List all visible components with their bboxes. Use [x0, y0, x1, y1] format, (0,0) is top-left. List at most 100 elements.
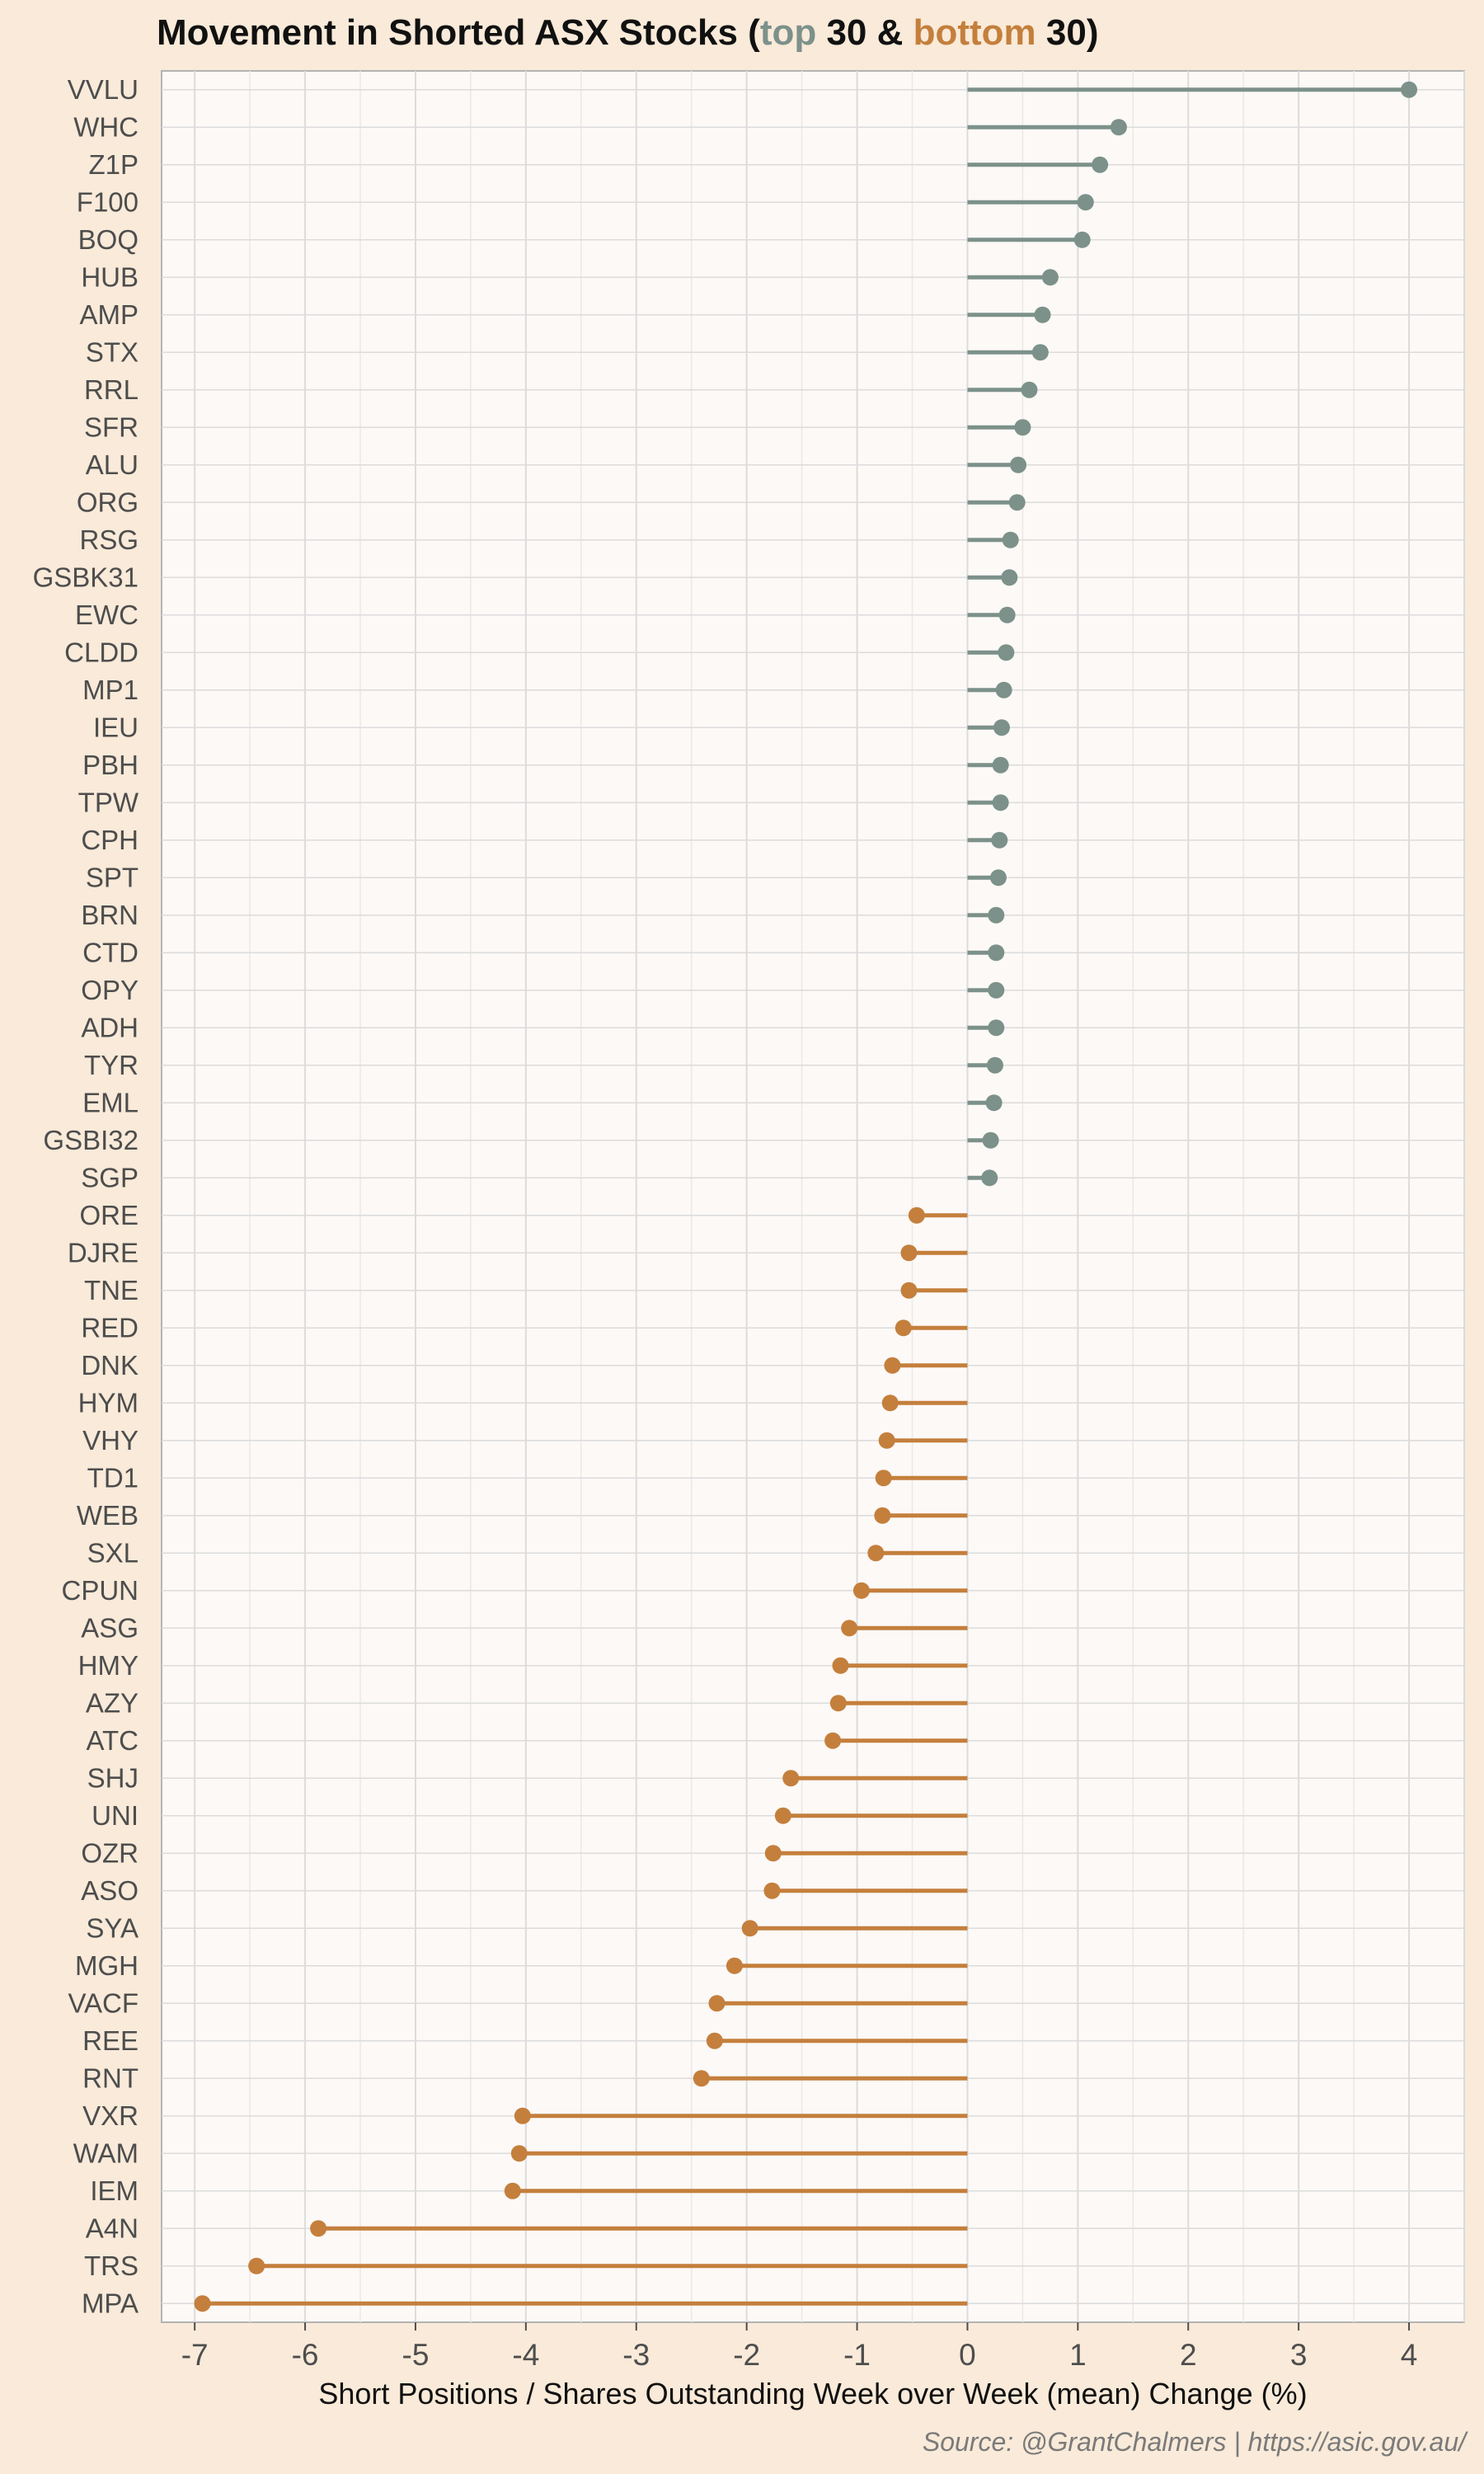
category-label: VACF: [68, 1987, 139, 2018]
category-label: TRS: [84, 2251, 139, 2281]
lollipop-point: [841, 1620, 858, 1637]
lollipop-point: [900, 1282, 918, 1299]
source-caption: Source: @GrantChalmers | https://asic.go…: [923, 2427, 1468, 2457]
category-label: ORE: [79, 1200, 139, 1230]
lollipop-point: [989, 869, 1007, 887]
category-label: RRL: [84, 374, 139, 405]
lollipop-point: [1014, 419, 1031, 436]
lollipop-point: [1008, 494, 1026, 511]
category-label: RSG: [79, 524, 139, 555]
category-label: EML: [82, 1087, 139, 1117]
category-label: ATC: [86, 1725, 139, 1756]
lollipop-point: [1073, 231, 1091, 248]
category-label: CTD: [82, 937, 139, 967]
lollipop-point: [895, 1319, 912, 1337]
category-label: ASO: [81, 1875, 139, 1906]
lollipop-point: [988, 906, 1005, 924]
category-label: RED: [81, 1312, 139, 1343]
category-label: STX: [86, 336, 139, 367]
x-tick-label: -1: [843, 2338, 871, 2372]
category-label: GSBI32: [43, 1125, 139, 1155]
category-label: ASG: [81, 1612, 139, 1643]
category-label: IEU: [93, 712, 139, 742]
lollipop-point: [1077, 194, 1094, 211]
category-label: MP1: [82, 675, 139, 705]
category-label: SHJ: [87, 1762, 139, 1793]
title-middle: 30 &: [816, 12, 913, 53]
lollipop-point: [991, 831, 1008, 849]
points-layer: [194, 81, 1418, 2312]
category-labels: VVLU WHC Z1P F100 BOQ HUB AMP STX RRL SFR ALU ORG RS…: [33, 74, 139, 2319]
category-label: GSBK31: [33, 562, 139, 592]
category-label: MGH: [75, 1950, 139, 1981]
category-label: WEB: [77, 1500, 139, 1531]
category-label: VVLU: [68, 74, 139, 105]
lollipop-point: [982, 1131, 999, 1149]
lollipop-point: [881, 1395, 899, 1412]
category-label: ORG: [77, 487, 139, 517]
lollipop-point: [986, 1056, 1003, 1074]
lollipop-point: [875, 1470, 892, 1487]
category-label: WHC: [73, 111, 139, 142]
lollipop-point: [764, 1845, 782, 1862]
lollipop-point: [514, 2107, 531, 2124]
lollipop-point: [832, 1657, 849, 1674]
lollipop-point: [1034, 306, 1051, 323]
lollipop-point: [693, 2070, 710, 2087]
x-tick-label: 0: [959, 2338, 976, 2372]
category-label: IEM: [90, 2175, 139, 2206]
lollipop-point: [1110, 119, 1127, 136]
category-label: TPW: [78, 787, 139, 817]
category-label: BOQ: [78, 224, 139, 255]
lollipop-point: [708, 1995, 726, 2012]
lollipop-point: [726, 1957, 743, 1974]
category-label: BRN: [81, 900, 139, 930]
lollipop-point: [900, 1244, 918, 1262]
category-label: AZY: [86, 1687, 139, 1718]
category-label: UNI: [92, 1800, 139, 1831]
lollipop-point: [998, 644, 1015, 661]
lollipop-point: [504, 2182, 521, 2199]
stems-layer: [202, 87, 1410, 2306]
category-label: RNT: [82, 2062, 139, 2093]
lollipop-point: [1001, 569, 1018, 586]
category-label: DNK: [81, 1350, 139, 1380]
lollipop-point: [867, 1545, 885, 1562]
category-label: SYA: [86, 1912, 139, 1943]
lollipop-point: [992, 756, 1009, 774]
category-label: ALU: [86, 449, 139, 480]
lollipop-point: [884, 1357, 901, 1374]
lollipop-point: [874, 1507, 891, 1524]
category-label: CLDD: [64, 637, 139, 667]
lollipop-point: [774, 1807, 791, 1824]
category-label: DJRE: [68, 1237, 139, 1268]
category-label: WAM: [73, 2138, 139, 2168]
category-label: A4N: [86, 2213, 139, 2243]
lollipop-point: [1401, 81, 1418, 98]
category-label: SFR: [84, 412, 139, 442]
lollipop-point: [1092, 156, 1109, 173]
lollipop-point: [510, 2145, 528, 2162]
lollipop-point: [993, 719, 1010, 736]
x-tick-label: 2: [1180, 2338, 1197, 2372]
category-label: CPUN: [61, 1575, 139, 1606]
category-label: TD1: [87, 1462, 139, 1493]
category-label: TYR: [84, 1050, 139, 1080]
lollipop-point: [1031, 344, 1049, 361]
category-label: ADH: [81, 1012, 139, 1042]
lollipop-point: [741, 1920, 758, 1937]
lollipop-point: [829, 1695, 847, 1712]
lollipop-point: [988, 944, 1005, 962]
lollipop-point: [782, 1770, 800, 1787]
lollipop-point: [1002, 531, 1019, 548]
lollipop-point: [194, 2295, 211, 2312]
category-label: HUB: [81, 261, 139, 292]
plot-panel: [161, 70, 1465, 2323]
lollipop-point: [981, 1169, 998, 1187]
category-label: HYM: [78, 1387, 139, 1418]
x-tick-label: -4: [512, 2338, 539, 2372]
category-label: EWC: [75, 600, 139, 630]
category-label: SPT: [86, 862, 139, 892]
lollipop-point: [878, 1432, 895, 1449]
